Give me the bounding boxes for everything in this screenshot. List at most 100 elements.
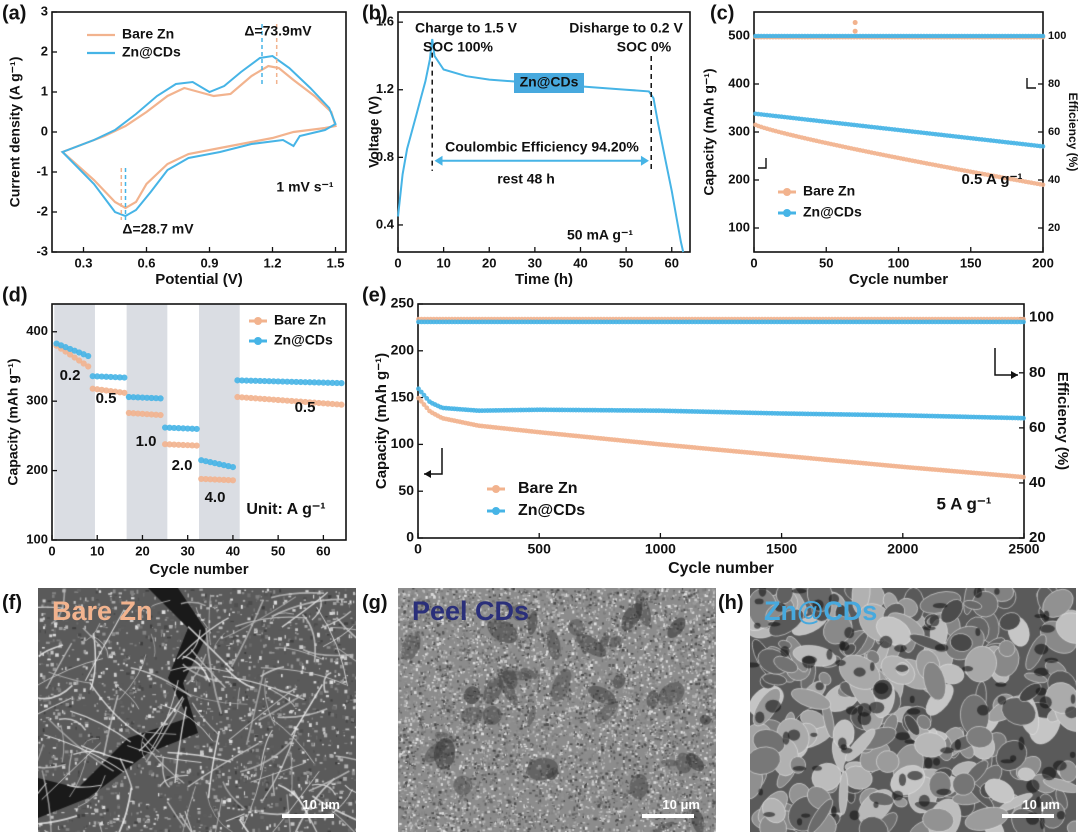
sem-texture: [750, 588, 1076, 832]
panel-letter-b: (b): [362, 2, 388, 24]
data-point: [193, 442, 200, 449]
data-point: [171, 441, 178, 448]
x-axis-label: Cycle number: [849, 271, 948, 288]
scale-bar: [1002, 814, 1054, 818]
y2-tick-label: 100: [1029, 309, 1054, 326]
data-point: [279, 378, 286, 385]
y-tick-label: 100: [26, 531, 48, 546]
current-density-label: 50 mA g⁻¹: [567, 227, 633, 243]
x-tick-label: 0.9: [200, 255, 218, 270]
y-tick-label: 3: [41, 3, 48, 18]
x-tick-label: 40: [226, 543, 240, 558]
data-point: [220, 476, 227, 484]
data-point: [216, 476, 223, 483]
cv-curve-bare-zn: [60, 64, 337, 210]
y-tick-label: 1: [41, 83, 48, 98]
data-point: [148, 394, 155, 402]
data-point: [306, 379, 313, 386]
y-tick-label: 100: [728, 219, 750, 234]
coulombic-efficiency-label: Coulombic Efficiency 94.20%: [445, 139, 639, 155]
data-point: [80, 360, 87, 367]
zn-cds-tag: Zn@CDs: [520, 74, 579, 90]
x-tick-label: 0.3: [74, 255, 92, 270]
data-point: [333, 379, 341, 387]
data-point: [1040, 144, 1046, 149]
data-point: [152, 395, 160, 402]
data-point: [229, 477, 237, 484]
data-point: [139, 394, 146, 401]
data-point: [333, 401, 341, 408]
legend-label-bare-zn: Bare Zn: [518, 480, 578, 497]
left-axis-arrow: [424, 448, 443, 475]
data-point: [288, 378, 295, 385]
x-tick-label: 50: [619, 255, 633, 270]
x-tick-label: 1.2: [263, 255, 281, 270]
rate-shade: [199, 304, 240, 540]
current-density-label: 5 A g⁻¹: [937, 494, 992, 513]
data-point: [315, 399, 322, 407]
rate-label: 0.5: [295, 399, 316, 416]
rate-plot: 0.2 0.5 1.0 2.0 4.0 0.5 Bare Zn Zn@CDs Unit: A g…: [53, 304, 345, 540]
data-point: [143, 411, 151, 418]
y-tick-label: -2: [36, 203, 48, 218]
panel-letter-h: (h): [718, 592, 744, 614]
data-point: [266, 396, 273, 403]
legend-label-zn-cds: Zn@CDs: [274, 332, 333, 348]
left-axis-arrow: [758, 158, 767, 169]
data-point: [171, 424, 178, 432]
legend-a: Bare Zn Zn@CDs: [87, 26, 181, 60]
x-tick-label: 0: [394, 255, 401, 270]
data-point: [247, 394, 255, 402]
data-point: [121, 374, 128, 381]
x-tick-label: 10: [90, 543, 104, 558]
y-tick-label: 400: [728, 75, 750, 90]
y-axis-label: Current density (A g⁻¹): [7, 57, 23, 208]
x-tick-label: 200: [1032, 255, 1054, 270]
legend-label-zn-cds: Zn@CDs: [518, 502, 585, 519]
rate-label: 0.2: [60, 367, 81, 384]
data-point: [76, 357, 83, 364]
data-point: [103, 373, 110, 380]
data-point: [198, 475, 205, 483]
panel-letter-g: (g): [362, 592, 388, 614]
discharge-label: Disharge to 0.2 V: [569, 20, 683, 36]
x-tick-label: 500: [528, 541, 552, 557]
data-point: [320, 400, 327, 407]
data-point: [229, 464, 237, 471]
sem-texture: [38, 588, 356, 832]
data-point: [1040, 182, 1046, 188]
data-point: [180, 441, 187, 449]
data-point: [243, 377, 250, 384]
data-point: [421, 392, 427, 398]
data-point: [98, 373, 105, 380]
x-tick-label: 0: [414, 541, 422, 557]
sem-label: Peel CDs: [412, 596, 530, 626]
data-point: [297, 398, 304, 405]
x-tick-label: 0: [750, 255, 757, 270]
data-point: [311, 399, 318, 406]
y2-tick-label: 80: [1029, 364, 1046, 381]
x-tick-label: 60: [316, 543, 330, 558]
data-point: [189, 442, 196, 449]
legend-swatch-bare-zn-dot: [783, 188, 791, 196]
x-tick-label: 20: [135, 543, 149, 558]
x-tick-label: 40: [573, 255, 587, 270]
right-axis-arrow: [994, 348, 1018, 376]
soc-100-label: SOC 100%: [423, 39, 494, 55]
x-axis-label: Cycle number: [668, 560, 774, 577]
data-point: [275, 378, 282, 385]
delta-reduction-label: Δ=28.7 mV: [122, 221, 194, 237]
y-tick-label: -1: [36, 163, 48, 178]
x-axis-label: Cycle number: [149, 561, 248, 578]
x-tick-label: 50: [271, 543, 285, 558]
data-point: [252, 377, 259, 384]
rest-arrow-head: [640, 155, 649, 166]
zn-cds-tag-bg: [514, 73, 584, 93]
data-point: [143, 394, 151, 401]
data-point: [175, 425, 182, 432]
x-tick-label: 1500: [766, 541, 797, 557]
legend-label-zn-cds: Zn@CDs: [803, 204, 862, 220]
y-tick-label: 200: [391, 342, 415, 358]
data-point: [320, 379, 327, 386]
data-point: [302, 379, 309, 386]
